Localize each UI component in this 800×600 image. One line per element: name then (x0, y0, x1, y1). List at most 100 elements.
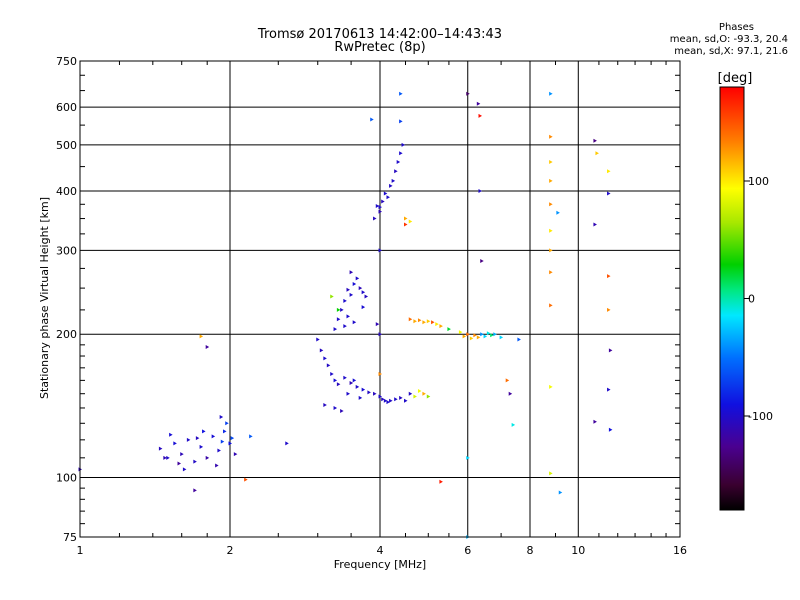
echo-point (549, 202, 553, 207)
echo-point (352, 320, 357, 325)
echo-point (233, 452, 238, 457)
echo-point (549, 270, 553, 275)
colorbar-tick-label: 100 (748, 175, 769, 188)
echo-point (230, 436, 235, 441)
echo-point (391, 178, 396, 183)
echo-point (486, 331, 491, 336)
x-tick-label: 1 (77, 544, 84, 557)
plot-frame (79, 60, 681, 538)
echo-point (323, 356, 327, 361)
echo-point (473, 333, 477, 338)
echo-point (225, 421, 229, 426)
echo-point (403, 216, 408, 221)
echo-point (215, 463, 219, 468)
echo-point (316, 337, 320, 342)
echo-point (381, 199, 385, 204)
echo-point (413, 394, 417, 399)
y-axis-label: Stationary phase Virtual Height [km] (38, 197, 51, 399)
echo-point (323, 403, 327, 408)
echo-point (469, 336, 474, 341)
echo-point (401, 142, 406, 147)
echo-point (367, 390, 371, 395)
echo-point (556, 210, 560, 215)
echo-point (607, 387, 611, 392)
echo-point (408, 317, 413, 322)
echo-point (180, 452, 184, 457)
x-tick-label: 10 (571, 544, 585, 557)
echo-point (483, 334, 488, 339)
echo-point (466, 455, 470, 460)
echo-point (346, 314, 350, 319)
echo-point (352, 282, 357, 287)
echo-point (333, 327, 338, 332)
echo-point (549, 160, 553, 165)
echo-point (389, 183, 393, 188)
echo-point (439, 324, 443, 329)
echo-point (417, 318, 422, 323)
echo-point (383, 191, 388, 196)
echo-point (558, 490, 563, 495)
echo-point (403, 398, 408, 403)
echo-point (340, 408, 344, 413)
echo-point (480, 332, 484, 337)
echo-point (478, 113, 483, 118)
echo-point (219, 415, 224, 420)
echo-point (383, 398, 388, 403)
echo-point (593, 222, 597, 227)
echo-point (549, 248, 553, 253)
echo-point (333, 405, 338, 410)
phases-title: Phases (718, 22, 754, 33)
echo-point (319, 348, 324, 353)
echo-point (336, 317, 341, 322)
echo-point (549, 303, 553, 308)
echo-point (326, 363, 331, 368)
echo-point (517, 337, 521, 342)
echo-point (399, 395, 403, 400)
echo-point (378, 332, 382, 337)
echo-point (355, 384, 360, 389)
echo-point (490, 333, 494, 338)
echo-point (458, 330, 463, 335)
x-tick-label: 6 (464, 544, 471, 557)
phases-o-line: mean, sd,O: -93.3, 20.4 (669, 34, 788, 45)
echo-point (370, 117, 374, 122)
echo-point (182, 467, 187, 472)
echo-point (202, 429, 206, 434)
echo-point (462, 334, 467, 339)
echo-point (508, 391, 513, 396)
echo-point (431, 320, 435, 325)
echo-point (195, 436, 200, 441)
echo-point (333, 378, 338, 383)
echo-point (549, 384, 553, 389)
echo-point (378, 372, 382, 377)
colorbar-tick-label: -100 (748, 410, 773, 423)
phases-x-line: mean, sd,X: 97.1, 21.6 (674, 46, 788, 57)
echo-point (413, 319, 417, 324)
echo-point (361, 305, 366, 310)
echo-point (228, 441, 232, 446)
echo-point (426, 319, 431, 324)
echo-point (358, 395, 363, 400)
echo-point (607, 191, 611, 196)
echo-point (381, 397, 385, 402)
echo-point (361, 290, 366, 295)
echo-point (158, 446, 163, 451)
x-tick-label: 4 (377, 544, 384, 557)
echo-point (355, 276, 360, 281)
echo-point (330, 372, 334, 377)
y-tick-label: 300 (56, 244, 77, 257)
echo-point (205, 455, 210, 460)
echo-point (199, 334, 204, 339)
echo-point (549, 134, 553, 139)
echo-point (163, 455, 167, 460)
echo-point (549, 228, 553, 233)
echo-point (386, 195, 390, 200)
echo-point (193, 488, 197, 493)
echo-point (394, 169, 398, 174)
echo-point (346, 287, 350, 292)
echo-point (193, 459, 197, 464)
echo-point (608, 427, 613, 432)
x-tick-label: 2 (227, 544, 234, 557)
y-tick-label: 100 (56, 472, 77, 485)
